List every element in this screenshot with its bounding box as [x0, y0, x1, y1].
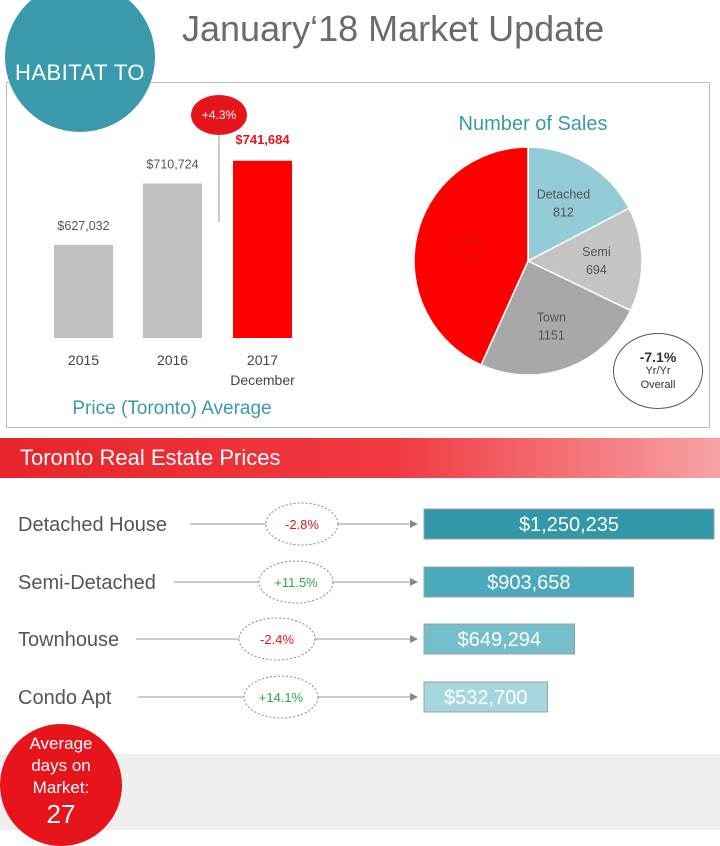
yoy-value: -7.1%: [639, 349, 677, 366]
banner-title: Toronto Real Estate Prices: [20, 445, 281, 470]
top-charts: $627,032 2015 $710,724 2016 $741,684 2017 Dece…: [54, 113, 643, 419]
pie-chart-title: Number of Sales: [459, 113, 608, 135]
pie-slice-label: Condo: [452, 234, 489, 248]
pie-slice-condo: [413, 146, 529, 366]
price-bar-label: $1,250,235: [519, 514, 619, 536]
arrow-icon: [410, 693, 418, 701]
change-oval: [258, 560, 334, 604]
price-bar-label: $903,658: [487, 572, 570, 594]
property-type-label: Semi-Detached: [18, 572, 156, 594]
logo: HABITAT TO: [5, 0, 155, 132]
days-label: Average days on Market:: [29, 734, 93, 797]
property-type-label: Detached House: [18, 514, 167, 536]
price-bar-label: $532,700: [444, 687, 527, 709]
price-value-label: $627,032: [57, 219, 109, 233]
change-oval: [265, 502, 339, 546]
pie-slice-semi: [526, 207, 643, 312]
price-bar-2016: [143, 183, 202, 338]
year-tick-label: 2016: [157, 352, 188, 368]
pie-slice-label: Town: [537, 310, 566, 324]
year-tick-label: December: [230, 372, 295, 388]
yoy-callout: -7.1% Yr/Yr Overall: [613, 333, 703, 409]
change-label: -2.8%: [285, 517, 319, 532]
days-value: 27: [46, 799, 76, 829]
pie-slice-value: 2025: [456, 252, 484, 266]
property-type-label: Townhouse: [18, 629, 119, 651]
arrow-icon: [410, 520, 418, 528]
pie-slice-detached: [527, 146, 631, 263]
price-bar: [423, 623, 576, 655]
price-bar: [423, 508, 715, 540]
price-value-label: $741,684: [235, 132, 290, 147]
change-label: +11.5%: [274, 575, 318, 590]
price-bar: [423, 681, 549, 713]
yoy-line2: Overall: [640, 379, 676, 391]
price-bar-label: $649,294: [458, 629, 541, 651]
pie-slice-label: Semi: [582, 245, 610, 259]
logo-text: HABITAT TO: [14, 60, 146, 85]
property-prices-chart: Detached House -2.8% $1,250,235 Semi-Detach…: [18, 502, 715, 719]
change-oval: [243, 675, 319, 719]
pie-slice-value: 694: [586, 263, 607, 277]
price-bar-2015: [54, 244, 113, 338]
prices-banner: Toronto Real Estate Prices: [0, 438, 720, 478]
pie-slice-value: 1151: [538, 328, 565, 342]
property-type-label: Condo Apt: [18, 687, 112, 709]
days-on-market-badge: Average days on Market: 27: [0, 724, 122, 846]
pie-slice-label: Detached: [537, 188, 591, 202]
arrow-icon: [410, 578, 418, 586]
bar-chart-title: Price (Toronto) Average: [72, 398, 271, 419]
pie-slice-town: [480, 259, 632, 376]
year-tick-label: 2017: [247, 352, 278, 368]
top-panel: [6, 82, 710, 428]
price-change-badge: +4.3%: [191, 95, 247, 135]
price-value-label: $710,724: [146, 157, 198, 171]
year-tick-label: 2015: [68, 352, 99, 368]
change-oval: [238, 617, 316, 661]
price-bar: [423, 566, 635, 598]
arrow-icon: [410, 635, 418, 643]
yoy-line1: Yr/Yr: [645, 365, 671, 378]
pie-slice-value: 812: [553, 206, 574, 220]
change-label: +14.1%: [259, 690, 304, 705]
page-title: January‘18 Market Update: [182, 8, 605, 49]
price-bar-2017: [233, 160, 292, 338]
change-label: -2.4%: [260, 632, 294, 647]
